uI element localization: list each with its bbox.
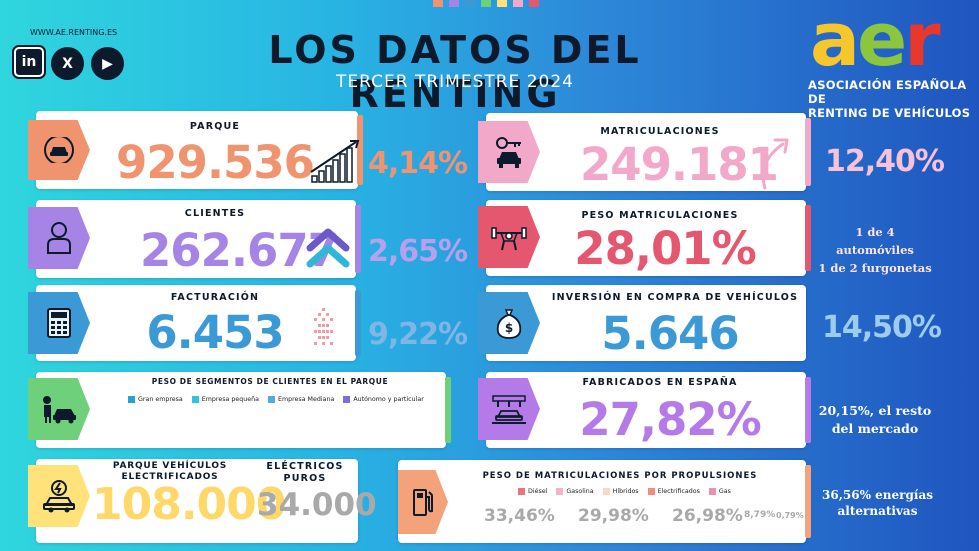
segmentos-badge <box>28 378 90 440</box>
facturacion-change: 9,22% <box>368 317 468 352</box>
aer-logo: a e r <box>810 0 941 83</box>
x-twitter-icon[interactable]: X <box>51 47 84 80</box>
person-icon <box>47 222 71 254</box>
person-car-icon <box>43 396 76 424</box>
legend-item: Empresa pequeña <box>191 396 259 403</box>
facturacion-value: 6.453 <box>146 306 284 359</box>
matriculaciones-change: 12,40% <box>825 144 945 179</box>
electrificados-value: 108.000 <box>92 479 286 530</box>
legend-item: Diésel <box>518 488 547 495</box>
peso-label: PESO MATRICULACIONES <box>581 210 739 221</box>
matriculaciones-badge <box>478 121 540 183</box>
parque-change: 4,14% <box>368 146 468 181</box>
organization-name: ASOCIACIÓN ESPAÑOLA DE RENTING DE VEHÍCU… <box>808 78 971 120</box>
inversion-value: 5.646 <box>601 307 739 360</box>
propulsion-value-diesel: 33,46% <box>484 506 555 526</box>
propulsiones-label: PESO DE MATRICULACIONES POR PROPULSIONES <box>482 471 758 481</box>
bar-growth-icon <box>310 140 360 183</box>
social-links: in X ▶ <box>14 47 124 80</box>
linkedin-icon[interactable]: in <box>14 47 44 77</box>
curved-arrow-up-icon <box>761 138 789 190</box>
dotted-arrow-up-icon <box>314 308 333 345</box>
electrificados-label: PARQUE VEHÍCULOS ELECTRIFICADOS <box>112 461 228 482</box>
propulsion-value-gasolina: 29,98% <box>578 506 649 526</box>
inversion-change: 14,50% <box>822 310 942 345</box>
inversion-badge: $ <box>478 292 540 354</box>
propulsion-value-electrificados: 8,79% <box>744 510 776 520</box>
inversion-label: INVERSIÓN EN COMPRA DE VEHÍCULOS <box>551 292 799 303</box>
parque-badge <box>28 120 90 180</box>
propulsiones-note: 36,56% energías alternativas <box>822 488 933 518</box>
segmentos-label: PESO DE SEGMENTOS DE CLIENTES EN EL PARQ… <box>151 377 389 386</box>
factory-icon <box>492 395 526 424</box>
electricos-puros-value: 34.000 <box>257 487 377 523</box>
electrificados-badge <box>28 465 90 527</box>
youtube-icon[interactable]: ▶ <box>91 47 124 80</box>
electrificados-card <box>36 459 358 543</box>
propulsiones-card <box>398 460 806 543</box>
legend-item: Gas <box>708 488 731 495</box>
parque-label: PARQUE <box>189 121 241 132</box>
legend-item: Gran empresa <box>128 396 183 403</box>
clientes-badge <box>28 207 90 269</box>
page-title: LOS DATOS DEL RENTING <box>268 28 642 116</box>
page-subtitle: TERCER TRIMESTRE 2024 <box>336 72 574 92</box>
weightlifter-icon <box>491 227 527 251</box>
electricos-puros-label: ELÉCTRICOS PUROS <box>266 461 344 484</box>
parque-value: 929.536 <box>116 136 315 189</box>
fuel-pump-icon <box>413 489 433 516</box>
website-url[interactable]: WWW.AE.RENTING.ES <box>30 28 118 37</box>
peso-note: 1 de 4 automóviles 1 de 2 furgonetas <box>818 225 932 275</box>
legend-item: Electrificados <box>647 488 700 495</box>
matriculaciones-label: MATRICULACIONES <box>600 126 720 137</box>
peso-value: 28,01% <box>574 222 756 275</box>
legend-item: Gasolina <box>556 488 594 495</box>
clientes-value: 262.677 <box>140 224 339 277</box>
facturacion-badge <box>28 292 90 354</box>
svg-text:$: $ <box>505 321 513 335</box>
facturacion-label: FACTURACIÓN <box>170 292 260 303</box>
fabricados-label: FABRICADOS EN ESPAÑA <box>582 377 738 388</box>
legend-item: Empresa Mediana <box>267 396 334 403</box>
propulsion-value-hibridos: 26,98% <box>672 506 743 526</box>
fabricados-value: 27,82% <box>579 393 761 446</box>
fabricados-note: 20,15%, el resto del mercado <box>818 403 932 436</box>
peso-badge <box>478 206 540 268</box>
electric-car-icon <box>43 480 75 513</box>
car-key-icon <box>496 137 521 168</box>
clientes-change: 2,65% <box>368 234 468 269</box>
legend-item: Híbridos <box>602 488 639 495</box>
propulsiones-legend: Diésel Gasolina Híbridos Electrificados … <box>518 488 731 495</box>
money-bag-icon: $ <box>496 309 522 339</box>
fabricados-badge <box>478 378 540 440</box>
legend-item: Autónomo y particular <box>343 396 424 403</box>
calculator-icon <box>47 308 71 338</box>
matriculaciones-value: 249.181 <box>580 138 779 191</box>
top-color-dots <box>433 0 539 7</box>
double-chevron-up-icon <box>306 228 350 268</box>
segmentos-card <box>36 372 446 448</box>
car-icon <box>44 137 74 163</box>
clientes-label: CLIENTES <box>184 208 246 219</box>
propulsion-value-gas: 0,79% <box>776 511 804 520</box>
segmentos-legend: Gran empresa Empresa pequeña Empresa Med… <box>128 396 424 403</box>
propulsiones-badge <box>398 470 448 534</box>
